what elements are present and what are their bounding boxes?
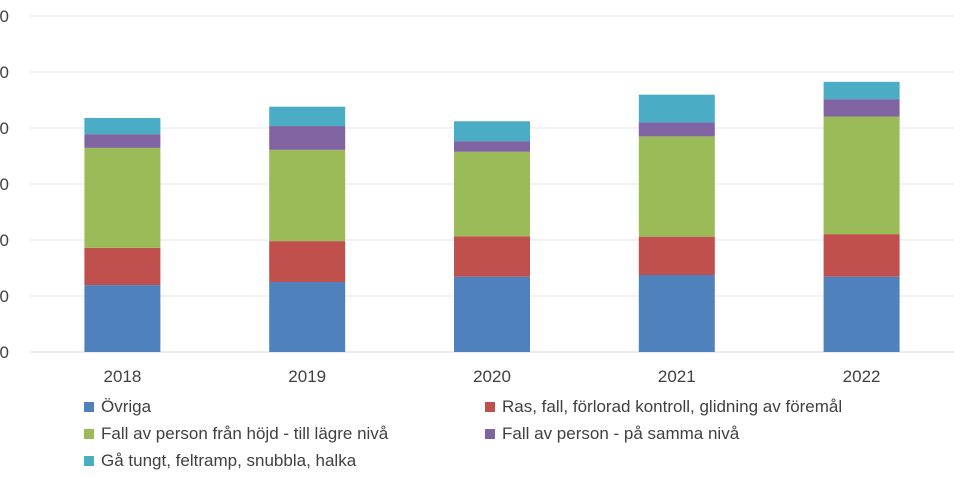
x-tick-label: 2018 — [103, 367, 141, 386]
bar-segment — [269, 106, 346, 127]
bar-segment — [269, 241, 346, 282]
x-tick-label: 2021 — [658, 367, 696, 386]
bar-segment — [823, 234, 900, 277]
bar-segment — [454, 121, 530, 142]
bar-segment — [84, 117, 161, 135]
y-tick-label: 0 — [0, 63, 9, 82]
bar-segments — [84, 81, 900, 352]
bar-segment — [84, 285, 161, 352]
bar-segment — [823, 99, 900, 117]
bar-segment — [454, 141, 530, 152]
y-tick-label: 0 — [0, 175, 9, 194]
bar-segment — [638, 122, 715, 137]
bar-segment — [638, 236, 715, 275]
bar-segment — [269, 126, 346, 150]
y-tick-label: 0 — [0, 119, 9, 138]
y-tick-label: 0 — [0, 231, 9, 250]
bar-segment — [638, 275, 715, 352]
bar-segment — [269, 282, 346, 352]
y-tick-label: 0 — [0, 7, 9, 26]
bar-segment — [84, 147, 161, 248]
x-tick-label: 2019 — [288, 367, 326, 386]
bar-segment — [823, 81, 900, 100]
bar-segment — [269, 149, 346, 242]
y-axis-tick-labels: 0 0 0 0 0 0 0 — [0, 7, 9, 362]
bar-segment — [823, 116, 900, 235]
x-axis-tick-labels: 2018 2019 2020 2021 2022 — [103, 367, 880, 386]
bar-segment — [84, 134, 161, 148]
bar-segment — [454, 236, 530, 277]
bar-segment — [638, 94, 715, 123]
bar-segment — [638, 136, 715, 237]
y-tick-label: 0 — [0, 343, 9, 362]
bar-segment — [823, 276, 900, 352]
bar-segment — [454, 276, 530, 352]
bar-segment — [84, 247, 161, 286]
y-tick-label: 0 — [0, 287, 9, 306]
bar-segment — [454, 151, 530, 237]
x-tick-label: 2022 — [843, 367, 881, 386]
x-tick-label: 2020 — [473, 367, 511, 386]
